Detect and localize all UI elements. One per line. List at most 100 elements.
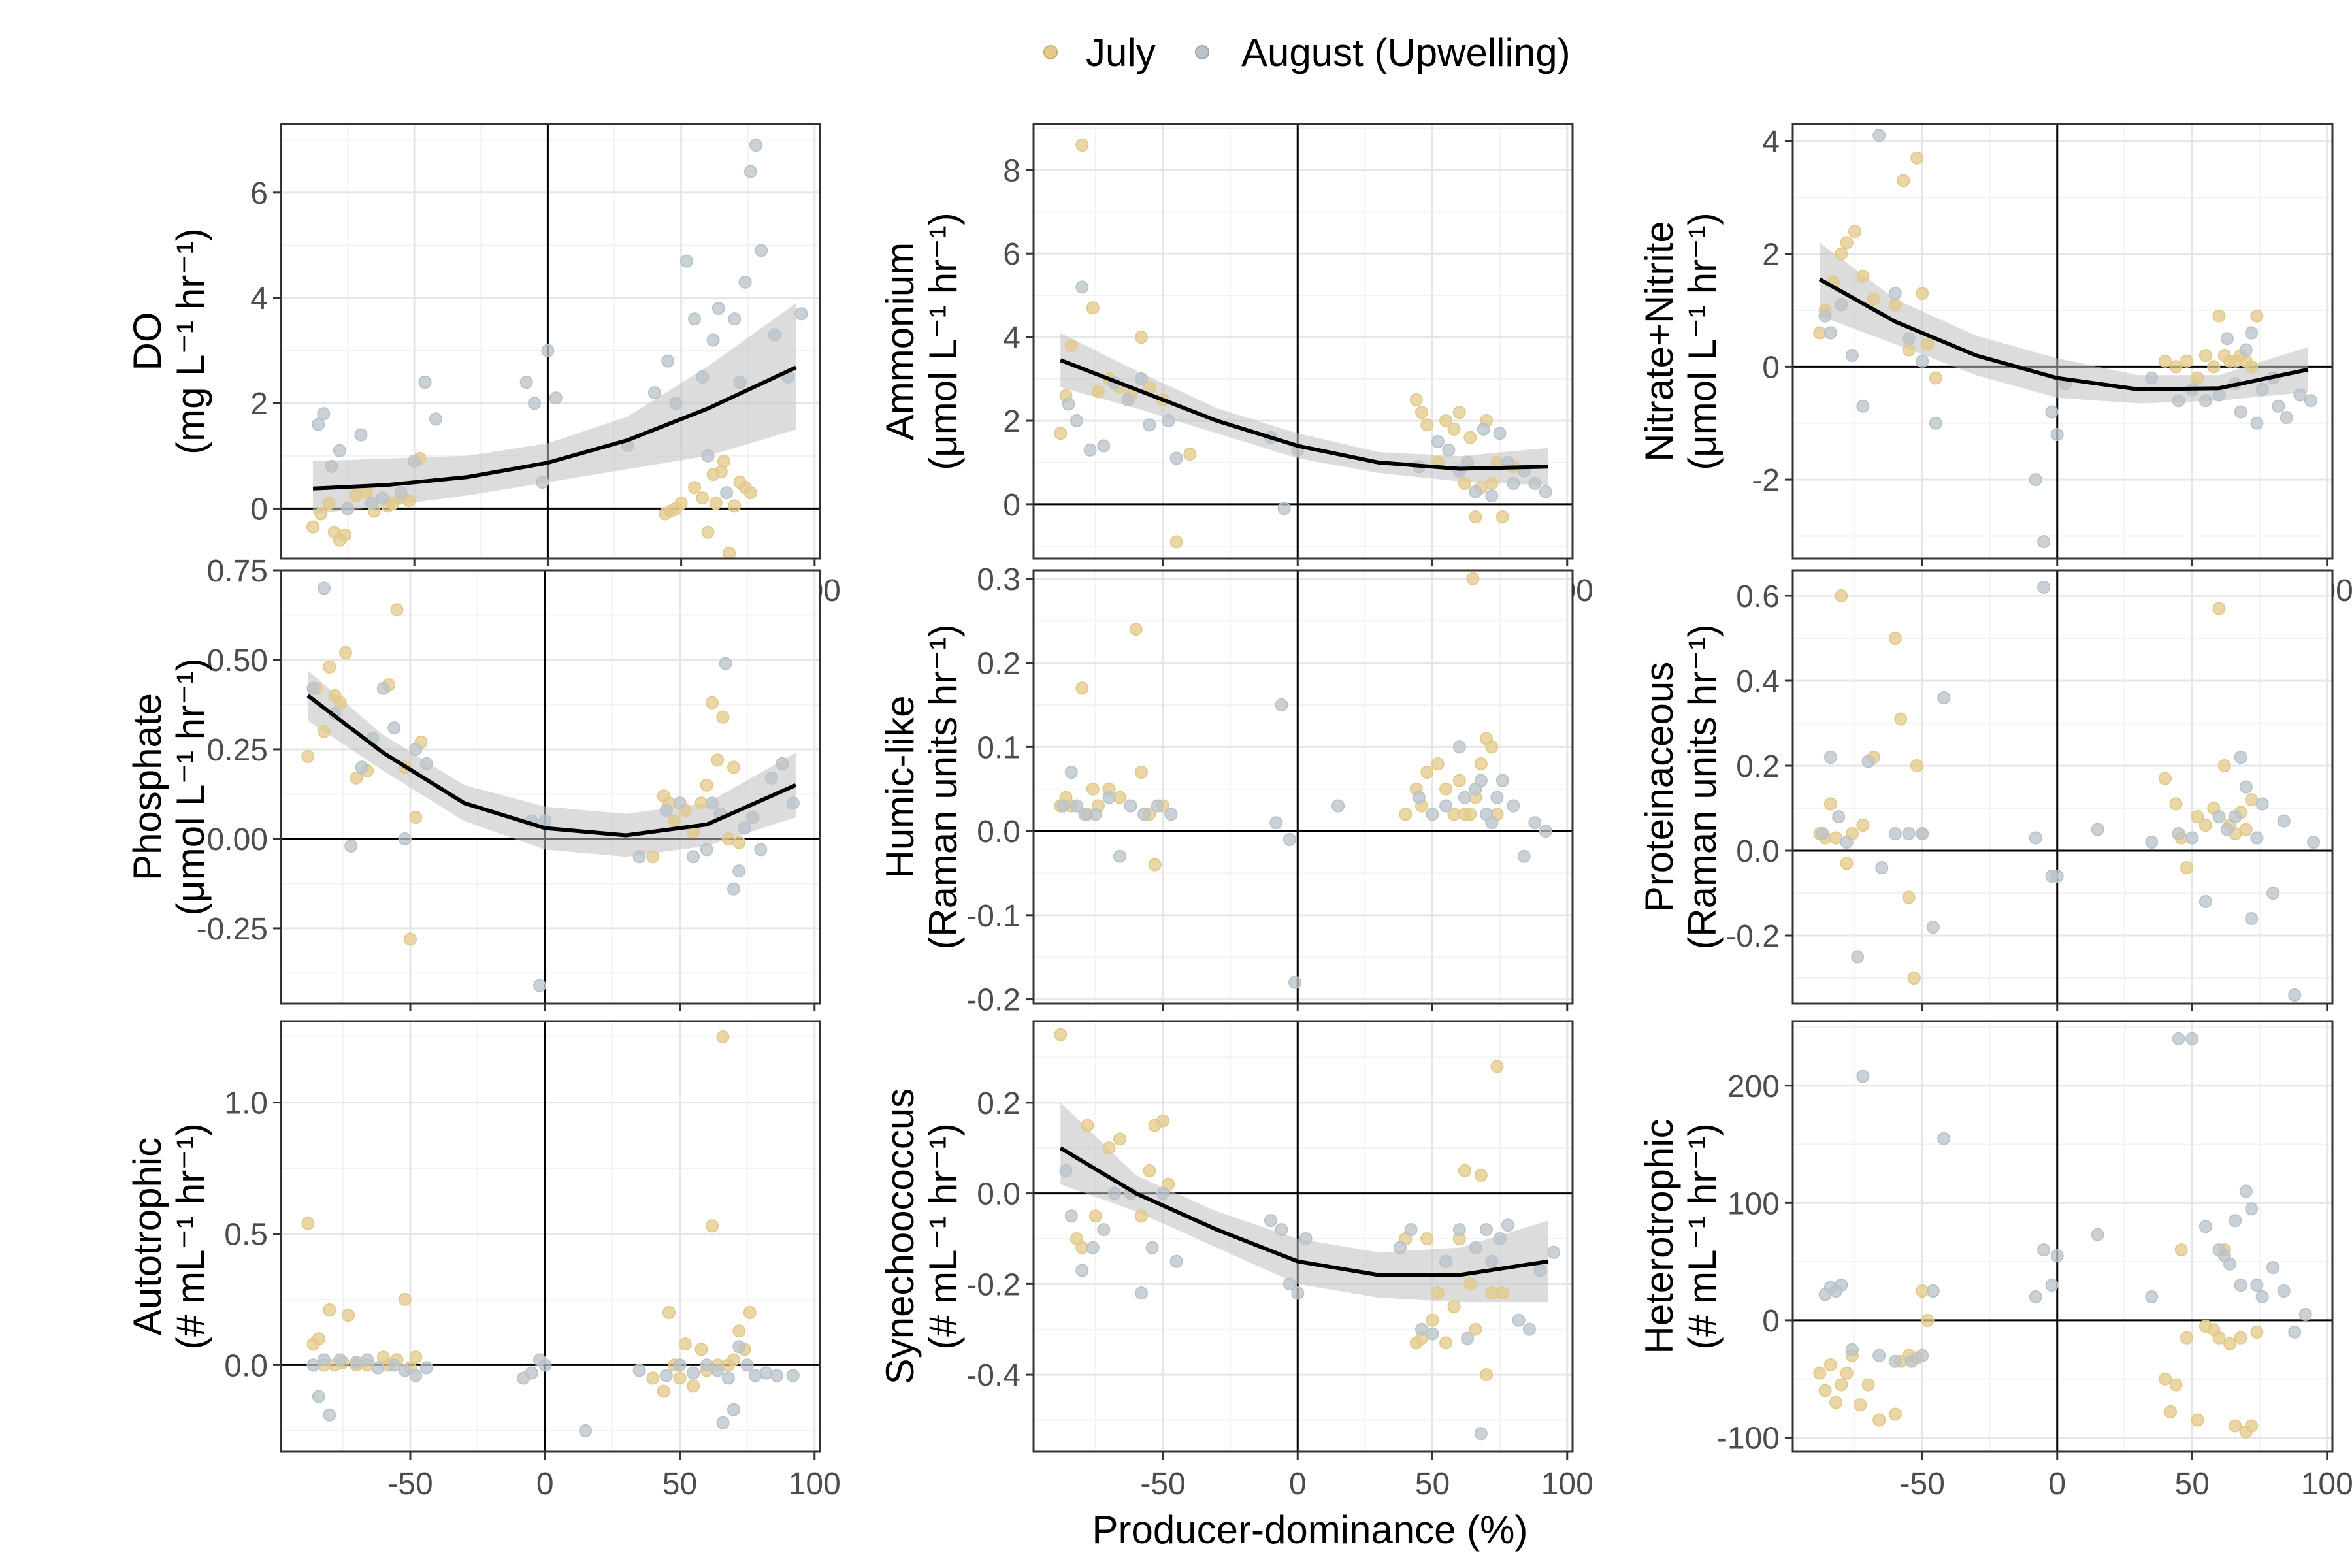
fit-confidence-band xyxy=(1060,1102,1548,1303)
data-point xyxy=(727,1403,740,1416)
data-point xyxy=(1840,857,1854,870)
y-tick-label: 2 xyxy=(250,387,268,421)
data-point xyxy=(738,275,752,289)
data-point xyxy=(2229,1214,2242,1228)
data-point xyxy=(2239,823,2253,836)
data-point xyxy=(2050,870,2064,883)
data-point xyxy=(2255,1290,2269,1303)
data-point xyxy=(1845,1343,1859,1356)
data-point xyxy=(1818,1384,1832,1397)
grid xyxy=(1793,1021,2332,1452)
data-point xyxy=(1277,502,1291,515)
data-point xyxy=(1507,799,1520,813)
data-point xyxy=(688,312,701,326)
data-point xyxy=(1135,372,1148,385)
data-point xyxy=(714,465,728,478)
data-point xyxy=(2207,360,2221,374)
data-point xyxy=(646,1371,660,1385)
data-point xyxy=(525,1366,538,1380)
series-august-upwelling xyxy=(306,1340,800,1437)
y-tick-label: 0.00 xyxy=(207,823,268,857)
data-point xyxy=(1888,298,1902,312)
grid xyxy=(1034,124,1573,559)
data-point xyxy=(1916,1284,1929,1298)
series-august-upwelling xyxy=(1816,581,2321,1002)
data-point xyxy=(390,603,404,617)
data-point xyxy=(1113,849,1126,863)
data-point xyxy=(2245,912,2259,925)
data-point xyxy=(541,344,555,357)
y-axis-title-line2: (μmol L⁻¹ hr⁻¹) xyxy=(921,212,965,470)
data-point xyxy=(1064,1209,1078,1223)
data-point xyxy=(1528,816,1542,830)
data-point xyxy=(354,428,368,442)
x-tick-label: 100 xyxy=(789,1467,841,1501)
y-axis-title: Heterotrophic(# mL⁻¹ hr⁻¹) xyxy=(1637,1119,1724,1354)
data-point xyxy=(1086,782,1100,796)
data-point xyxy=(2212,602,2226,615)
data-point xyxy=(1431,435,1445,448)
y-tick-label: 0 xyxy=(1762,350,1780,385)
y-axis-title-line2: (# mL⁻¹ hr⁻¹) xyxy=(921,1123,965,1350)
panels-grid: 0 2 4 6 -50 0 50 100 DO(mg L⁻¹ hr⁻¹) 0 2 4 6 8 -50 0 50 1… xyxy=(125,123,2352,1501)
data-point xyxy=(1490,1060,1504,1073)
data-point xyxy=(674,497,688,510)
data-point xyxy=(579,1424,593,1437)
data-point xyxy=(2198,394,2212,408)
data-point xyxy=(1902,890,1916,904)
data-point xyxy=(1872,129,1886,142)
data-point xyxy=(2307,836,2321,849)
data-point xyxy=(2174,1243,2188,1257)
data-point xyxy=(719,657,732,670)
data-point xyxy=(1926,921,1940,934)
data-point xyxy=(325,459,338,473)
y-tick-label: -2 xyxy=(1752,463,1780,498)
plot-area xyxy=(1054,139,1552,549)
data-point xyxy=(1493,1232,1507,1245)
data-point xyxy=(1431,1286,1445,1300)
data-point xyxy=(1916,827,1929,840)
y-tick-label: 0 xyxy=(1762,1304,1780,1339)
data-point xyxy=(2223,1257,2237,1271)
data-point xyxy=(2145,371,2159,385)
y-axis-title-line2: (Raman units hr⁻¹) xyxy=(1680,624,1724,949)
data-point xyxy=(728,312,742,326)
data-point xyxy=(1929,416,1942,430)
data-point xyxy=(1458,1164,1471,1177)
data-point xyxy=(2304,394,2317,408)
data-point xyxy=(2234,1279,2247,1292)
data-point xyxy=(647,386,661,400)
data-point xyxy=(1426,808,1439,821)
data-point xyxy=(1075,681,1089,695)
series-august-upwelling xyxy=(312,139,808,515)
y-tick-label: 0.0 xyxy=(224,1348,268,1383)
y-tick-label: -0.2 xyxy=(966,1267,1021,1302)
data-point xyxy=(1156,1186,1169,1200)
data-point xyxy=(2050,1249,2064,1263)
data-point xyxy=(333,696,347,710)
data-point xyxy=(2277,1284,2291,1298)
y-tick-label: 100 xyxy=(1727,1186,1780,1221)
y-axis-title-line1: Heterotrophic xyxy=(1637,1119,1681,1354)
data-point xyxy=(2158,1372,2172,1386)
y-tick-label: 0.5 xyxy=(224,1217,268,1252)
data-point xyxy=(1528,476,1542,490)
data-point xyxy=(2234,1331,2247,1345)
data-point xyxy=(1937,691,1951,704)
data-point xyxy=(1143,418,1156,432)
data-point xyxy=(2245,1202,2259,1216)
y-tick-label: -100 xyxy=(1717,1421,1780,1456)
data-point xyxy=(711,302,725,316)
data-point xyxy=(361,1353,374,1367)
data-point xyxy=(2266,887,2280,900)
data-point xyxy=(2029,831,2042,845)
data-point xyxy=(1452,774,1466,787)
data-point xyxy=(755,244,768,257)
y-axis-title-line2: (mg L⁻¹ hr⁻¹) xyxy=(169,228,212,455)
data-point xyxy=(1851,950,1865,964)
data-point xyxy=(1856,819,1870,832)
x-tick-label: -50 xyxy=(387,1467,433,1501)
fit-confidence-band xyxy=(1060,333,1548,486)
